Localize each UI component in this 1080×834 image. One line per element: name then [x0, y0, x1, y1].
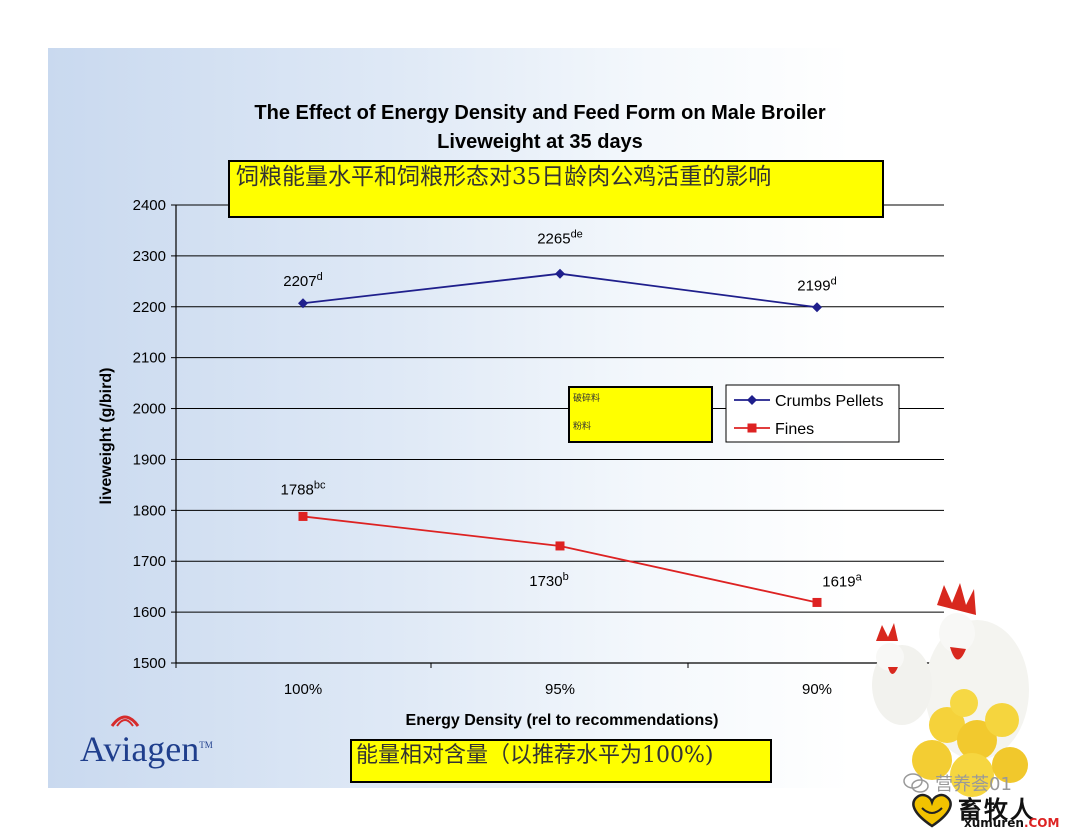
cn-legend-crumbs: 破碎料 [573, 394, 601, 404]
x-tick-label: 100% [284, 681, 322, 698]
y-tick-label: 2100 [133, 350, 166, 367]
x-tick-label: 90% [802, 681, 832, 698]
wechat-icon [903, 773, 929, 793]
y-tick-label: 2400 [133, 197, 166, 214]
wechat-watermark: 营养荟01 [903, 770, 1012, 796]
cn-title-box: 饲粮能量水平和饲粮形态对35日龄肉公鸡活重的影响 [228, 160, 884, 218]
data-label: 2265de [537, 229, 583, 248]
heart-logo-icon [912, 793, 952, 828]
series-line-crumbs-pellets [302, 272, 818, 309]
y-tick-label: 1700 [133, 553, 166, 570]
x-axis-title: Energy Density (rel to recommendations) [406, 712, 719, 729]
legend-label: Crumbs Pellets [775, 393, 883, 410]
site-url: xumuren.COM [964, 816, 1059, 830]
legend-marker-diamond [747, 395, 757, 405]
chart-title-line1: The Effect of Energy Density and Feed Fo… [254, 102, 826, 124]
data-label: 1619a [822, 571, 862, 590]
data-label: 2207d [283, 271, 323, 290]
y-tick-label: 1500 [133, 655, 166, 672]
data-label: 1788bc [281, 479, 326, 498]
x-tick-label: 95% [545, 681, 575, 698]
data-point-diamond [812, 302, 822, 313]
xumuren-logo: 畜牧人 xumuren.COM [908, 790, 1073, 830]
chart-title-line2: Liveweight at 35 days [437, 131, 643, 153]
y-tick-label: 2000 [133, 401, 166, 418]
data-label: 2199d [797, 275, 837, 294]
cn-xlabel-box: 能量相对含量（以推荐水平为100%) [350, 739, 772, 783]
data-point-square [555, 541, 565, 551]
legend-label: Fines [775, 421, 814, 438]
data-label: 1730b [529, 571, 569, 590]
site-tld: .COM [1023, 816, 1060, 830]
legend-marker-square [747, 423, 757, 433]
y-axis-title: liveweight (g/bird) [98, 368, 115, 505]
aviagen-trademark: TM [199, 740, 213, 750]
cn-legend-box: 破碎料 粉料 [568, 386, 713, 443]
y-tick-label: 1600 [133, 604, 166, 621]
site-name-cn: 畜牧人 [958, 795, 1036, 824]
aviagen-logo-icon [110, 715, 140, 727]
data-point-square [812, 597, 822, 607]
aviagen-logo: AviagenTM [80, 728, 213, 770]
wechat-account-name: 营养荟01 [935, 774, 1012, 795]
data-point-diamond [555, 268, 565, 279]
y-tick-label: 1900 [133, 451, 166, 468]
y-tick-label: 2300 [133, 248, 166, 265]
data-point-diamond [298, 298, 308, 309]
y-tick-label: 1800 [133, 502, 166, 519]
y-tick-label: 2200 [133, 299, 166, 316]
site-name-en: xumuren [964, 816, 1024, 830]
chicken-illustration [872, 583, 1029, 797]
cn-legend-fines: 粉料 [573, 422, 592, 432]
aviagen-logo-text: Aviagen [80, 729, 200, 769]
data-point-square [298, 511, 308, 521]
